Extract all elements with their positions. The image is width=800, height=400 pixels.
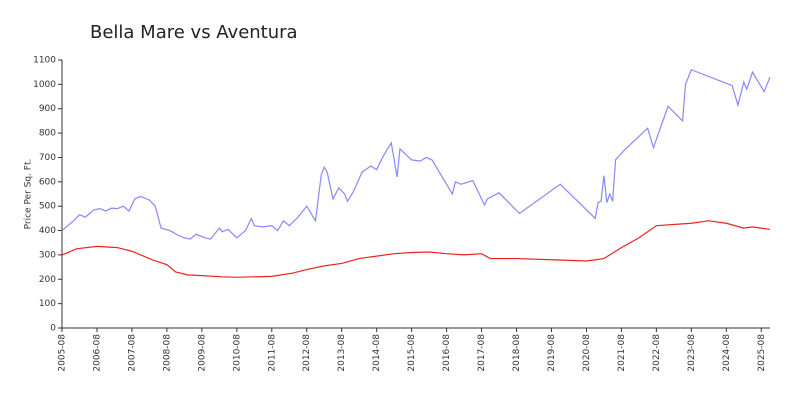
y-tick-label: 200 [39,275,56,285]
x-tick-label: 2017-08 [477,334,487,372]
x-tick-label: 2023-08 [687,334,697,372]
series-line [61,68,771,240]
y-tick-label: 800 [39,129,56,139]
x-tick-label: 2021-08 [617,334,627,372]
x-tick-label: 2018-08 [512,334,522,372]
x-tick-label: 2005-08 [58,334,68,372]
x-tick-label: 2024-08 [722,334,732,372]
x-tick-label: 2009-08 [197,334,207,372]
x-tick-label: 2007-08 [127,334,137,372]
y-axis-label: Price Per Sq. Ft. [24,159,34,230]
y-tick-label: 600 [39,177,56,187]
x-tick-label: 2025-08 [757,334,767,372]
chart-title: Bella Mare vs Aventura [90,22,298,43]
x-tick-label: 2008-08 [162,334,172,372]
y-tick-label: 100 [39,299,56,309]
x-tick-label: 2012-08 [302,334,312,372]
y-tick-label: 700 [39,153,56,163]
x-tick-label: 2015-08 [407,334,417,372]
y-tick-label: 400 [39,226,56,236]
x-tick-label: 2020-08 [582,334,592,372]
y-tick-label: 900 [39,104,56,114]
y-tick-label: 1000 [33,80,56,90]
x-tick-label: 2019-08 [547,334,557,372]
y-tick-label: 500 [39,202,56,212]
x-tick-label: 2016-08 [442,334,452,372]
x-tick-label: 2014-08 [372,334,382,372]
x-tick-label: 2011-08 [267,334,277,372]
x-tick-label: 2013-08 [337,334,347,372]
y-tick-label: 1100 [33,56,56,66]
y-tick-label: 300 [39,250,56,260]
y-tick-label: 0 [50,324,56,334]
series-line [61,220,771,278]
x-tick-label: 2006-08 [92,334,102,372]
x-tick-label: 2010-08 [232,334,242,372]
x-tick-label: 2022-08 [652,334,662,372]
